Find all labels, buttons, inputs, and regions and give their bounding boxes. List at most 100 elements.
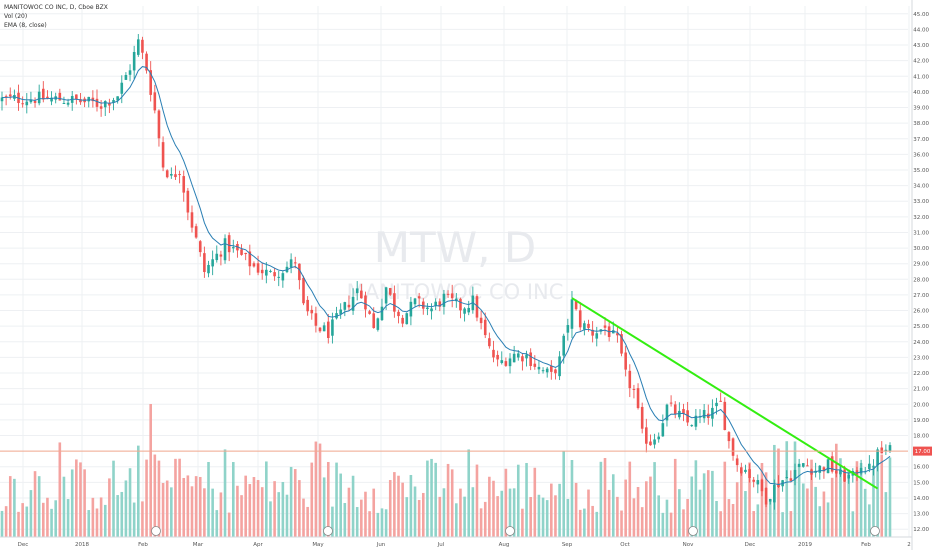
volume-bar: [70, 469, 74, 537]
volume-bar: [830, 477, 834, 537]
volume-bar: [397, 475, 400, 537]
volume-bar: [298, 480, 301, 537]
candle-body: [880, 447, 884, 454]
candle-body: [277, 276, 281, 278]
candle-body: [822, 467, 826, 472]
volume-bar: [401, 482, 404, 537]
volume-bar: [293, 469, 297, 537]
volume-bar: [843, 466, 846, 537]
price-tick-label: 20.00: [913, 402, 929, 408]
volume-bar: [607, 489, 611, 537]
candle-body: [500, 360, 504, 364]
candle-body: [748, 469, 751, 478]
volume-bar: [302, 498, 305, 537]
volume-bar: [789, 511, 793, 537]
volume-bar: [364, 491, 367, 537]
candle-body: [773, 485, 776, 503]
candle-body: [872, 466, 875, 468]
volume-bar: [467, 449, 471, 537]
candle-body: [227, 235, 231, 253]
volume-bar: [545, 500, 549, 537]
time-tick-label: Dec: [18, 542, 29, 548]
candle-body: [145, 53, 148, 71]
price-tick-label: 32.00: [913, 215, 929, 221]
volume-bar: [355, 507, 359, 537]
volume-bar: [818, 506, 822, 537]
volume-bar: [87, 510, 91, 537]
price-tick-label: 37.00: [913, 137, 929, 143]
volume-bar: [801, 483, 805, 537]
candle-body: [178, 174, 181, 176]
earnings-marker-icon: [505, 526, 515, 536]
volume-bar: [252, 477, 256, 537]
price-tick-label: 35.00: [913, 168, 929, 174]
volume-bar: [21, 503, 24, 537]
candle-body: [826, 459, 830, 474]
volume-bar: [339, 473, 342, 537]
volume-bar: [698, 489, 702, 537]
candle-body: [690, 425, 694, 427]
candle-body: [801, 463, 805, 467]
volume-bar: [372, 488, 376, 537]
candle-body: [888, 445, 892, 452]
volume-bar: [446, 463, 450, 537]
candle-body: [570, 299, 574, 329]
earnings-markers: [151, 526, 880, 536]
volume-bar: [471, 487, 475, 537]
candle-body: [665, 404, 669, 421]
price-tick-label: 24.00: [913, 340, 929, 346]
candle-body: [293, 262, 297, 264]
volume-bar: [66, 499, 70, 537]
price-tick-label: 27.00: [913, 293, 929, 299]
volume-bar: [595, 511, 599, 537]
candle-body: [8, 94, 12, 97]
candle-body: [132, 51, 136, 71]
candle-body: [116, 96, 119, 101]
volume-bar: [603, 458, 607, 537]
candle-body: [326, 321, 330, 339]
volume-bar: [8, 476, 12, 537]
candle-body: [314, 313, 318, 326]
candle-body: [793, 469, 797, 480]
volume-bar: [620, 510, 623, 537]
candle-body: [198, 241, 202, 253]
volume-bar: [872, 465, 875, 537]
price-axis: 12.00 13.00 14.00 15.00 16.00 17.00 18.00 19.00…: [913, 12, 929, 533]
volume-bar: [653, 462, 656, 537]
candle-body: [566, 325, 570, 333]
price-tick-label: 34.00: [913, 184, 929, 190]
volume-bar: [219, 492, 223, 537]
volume-bar: [33, 471, 37, 537]
volume-bar: [248, 484, 252, 537]
volume-bar: [409, 474, 413, 537]
candle-body: [537, 366, 541, 370]
volume-bar: [711, 470, 714, 537]
volume-bar: [343, 503, 347, 537]
candle-body: [372, 313, 376, 329]
candle-body: [479, 317, 483, 324]
candle-body: [554, 369, 557, 374]
candle-body: [58, 92, 62, 101]
current-price-tag-text: 17.00: [915, 449, 931, 455]
candle-body: [99, 106, 103, 109]
volume-bars: [0, 404, 892, 537]
candle-body: [33, 100, 37, 103]
volume-bar: [694, 460, 698, 537]
candle-body: [583, 323, 586, 330]
volume-bar: [731, 504, 735, 537]
ema-line: [1, 66, 891, 486]
candle-body: [347, 304, 351, 308]
volume-bar: [847, 469, 850, 537]
volume-bar: [611, 474, 615, 537]
volume-bar: [120, 491, 124, 537]
candle-body: [223, 238, 227, 261]
candle-body: [574, 300, 578, 310]
time-tick-label: Apr: [253, 542, 263, 548]
volume-bar: [806, 488, 809, 537]
volume-bar: [285, 494, 289, 537]
time-axis: Dec 2018 Feb Mar Apr May Jun Jul Aug Sep Oct Nov Dec…: [18, 542, 911, 548]
candle-body: [488, 338, 491, 347]
volume-bar: [719, 511, 722, 537]
volume-bar: [645, 481, 648, 537]
